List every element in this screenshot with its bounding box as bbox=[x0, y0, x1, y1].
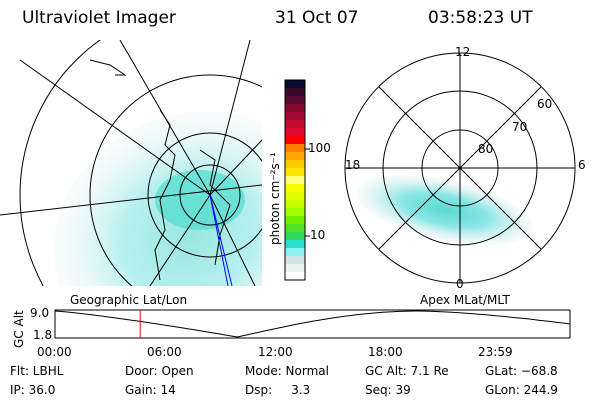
colorbar-segment bbox=[285, 104, 305, 113]
xtick: 12:00 bbox=[258, 345, 293, 359]
colorbar-segment bbox=[285, 208, 305, 217]
mlt-dusk: 18 bbox=[345, 158, 361, 172]
colorbar-segment bbox=[285, 88, 305, 97]
colorbar-segment bbox=[285, 200, 305, 209]
mlt-dawn: 6 bbox=[578, 158, 586, 172]
colorbar-segment bbox=[285, 120, 305, 129]
colorbar-segment bbox=[285, 256, 305, 265]
mlt-midnight: 0 bbox=[456, 277, 464, 291]
colorbar-segment bbox=[285, 168, 305, 177]
colorbar-label: photon cm⁻²s⁻¹ bbox=[268, 152, 282, 245]
geographic-label: Geographic Lat/Lon bbox=[70, 293, 188, 307]
colorbar-segment bbox=[285, 192, 305, 201]
colorbar bbox=[285, 80, 305, 281]
info-field: GLon: 244.9 bbox=[485, 383, 558, 397]
info-field: Gain: 14 bbox=[125, 383, 176, 397]
ytick-max: 9.0 bbox=[30, 306, 50, 320]
plot-ylabel: GC Alt bbox=[12, 310, 26, 348]
colorbar-segment bbox=[285, 224, 305, 233]
colorbar-segment bbox=[285, 216, 305, 225]
ytick-min: 1.8 bbox=[33, 328, 53, 342]
geographic-map bbox=[0, 40, 262, 286]
apex-label: Apex MLat/MLT bbox=[420, 293, 510, 307]
instrument-title: Ultraviolet Imager bbox=[22, 8, 176, 28]
colorbar-segment bbox=[285, 144, 305, 153]
altitude-plot bbox=[54, 309, 571, 339]
time: 03:58:23 UT bbox=[428, 8, 533, 28]
info-field: Door: Open bbox=[125, 364, 194, 378]
colorbar-segment bbox=[285, 240, 305, 249]
info-field: GC Alt: 7.1 Re bbox=[365, 364, 449, 378]
xtick: 18:00 bbox=[368, 345, 403, 359]
info-field: GLat: −68.8 bbox=[485, 364, 558, 378]
colorbar-segment bbox=[285, 176, 305, 185]
colorbar-segment bbox=[285, 184, 305, 193]
colorbar-segment bbox=[285, 96, 305, 105]
info-field: IP: 36.0 bbox=[10, 383, 56, 397]
polar-map bbox=[344, 52, 576, 284]
xtick: 06:00 bbox=[147, 345, 182, 359]
lat-70: 70 bbox=[512, 120, 528, 134]
colorbar-segment bbox=[285, 112, 305, 121]
colorbar-segment bbox=[285, 160, 305, 169]
info-field: Mode: Normal bbox=[245, 364, 329, 378]
xtick: 23:59 bbox=[478, 345, 513, 359]
date: 31 Oct 07 bbox=[275, 8, 359, 28]
colorbar-segment bbox=[285, 80, 305, 89]
info-field: Flt: LBHL bbox=[10, 364, 64, 378]
colorbar-segment bbox=[285, 232, 305, 241]
colorbar-tick-100: 100 bbox=[308, 141, 331, 155]
info-field: Dsp: 3.3 bbox=[245, 383, 311, 397]
lat-60: 60 bbox=[537, 97, 553, 111]
colorbar-segment bbox=[285, 128, 305, 137]
lat-80: 80 bbox=[478, 142, 494, 156]
colorbar-tick-10: 10 bbox=[310, 228, 326, 242]
colorbar-segment bbox=[285, 272, 305, 281]
info-field: Seq: 39 bbox=[365, 383, 411, 397]
colorbar-segment bbox=[285, 136, 305, 145]
colorbar-segment bbox=[285, 152, 305, 161]
mlt-noon: 12 bbox=[455, 45, 471, 59]
colorbar-segment bbox=[285, 248, 305, 257]
colorbar-segment bbox=[285, 264, 305, 273]
xtick: 00:00 bbox=[37, 345, 72, 359]
